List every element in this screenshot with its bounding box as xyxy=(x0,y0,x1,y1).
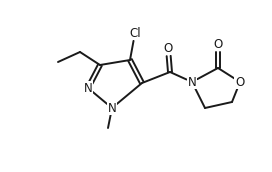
Text: N: N xyxy=(108,101,116,115)
Text: O: O xyxy=(213,37,222,51)
Text: O: O xyxy=(163,41,173,55)
Text: N: N xyxy=(84,82,92,94)
Text: O: O xyxy=(235,76,245,89)
Text: N: N xyxy=(188,76,196,89)
Text: Cl: Cl xyxy=(129,26,141,40)
